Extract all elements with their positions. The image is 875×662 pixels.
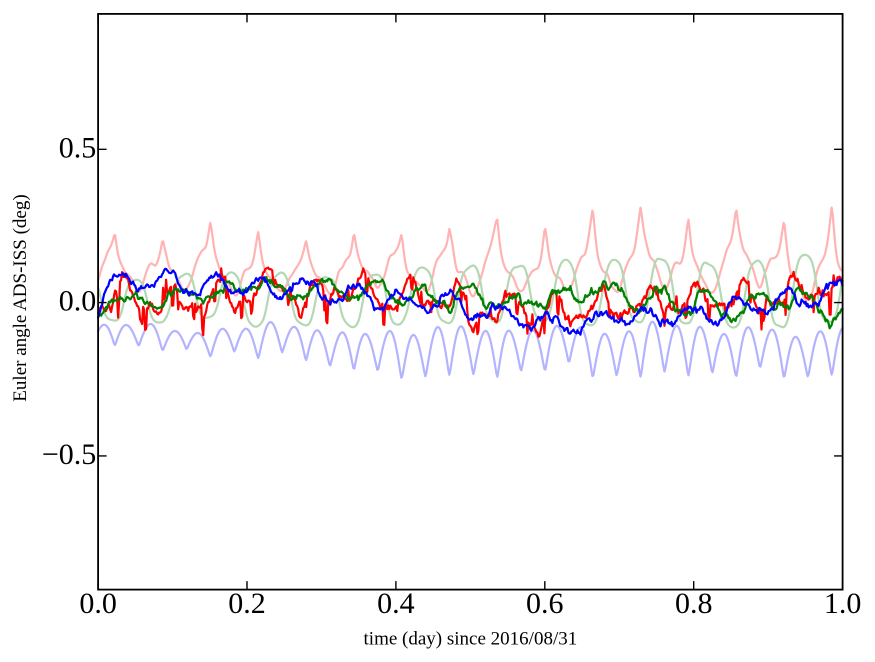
svg-text:0.8: 0.8 <box>675 587 713 620</box>
svg-text:1.0: 1.0 <box>824 587 862 620</box>
svg-text:time (day) since 2016/08/31: time (day) since 2016/08/31 <box>364 629 578 650</box>
svg-text:0.5: 0.5 <box>59 131 97 164</box>
svg-text:0.4: 0.4 <box>377 587 415 620</box>
svg-text:0.2: 0.2 <box>228 587 266 620</box>
svg-text:0.0: 0.0 <box>79 587 117 620</box>
svg-text:0.6: 0.6 <box>526 587 564 620</box>
svg-text:0.0: 0.0 <box>59 285 97 318</box>
svg-text:−0.5: −0.5 <box>42 438 96 471</box>
svg-text:Euler angle ADS-ISS (deg): Euler angle ADS-ISS (deg) <box>10 194 31 401</box>
